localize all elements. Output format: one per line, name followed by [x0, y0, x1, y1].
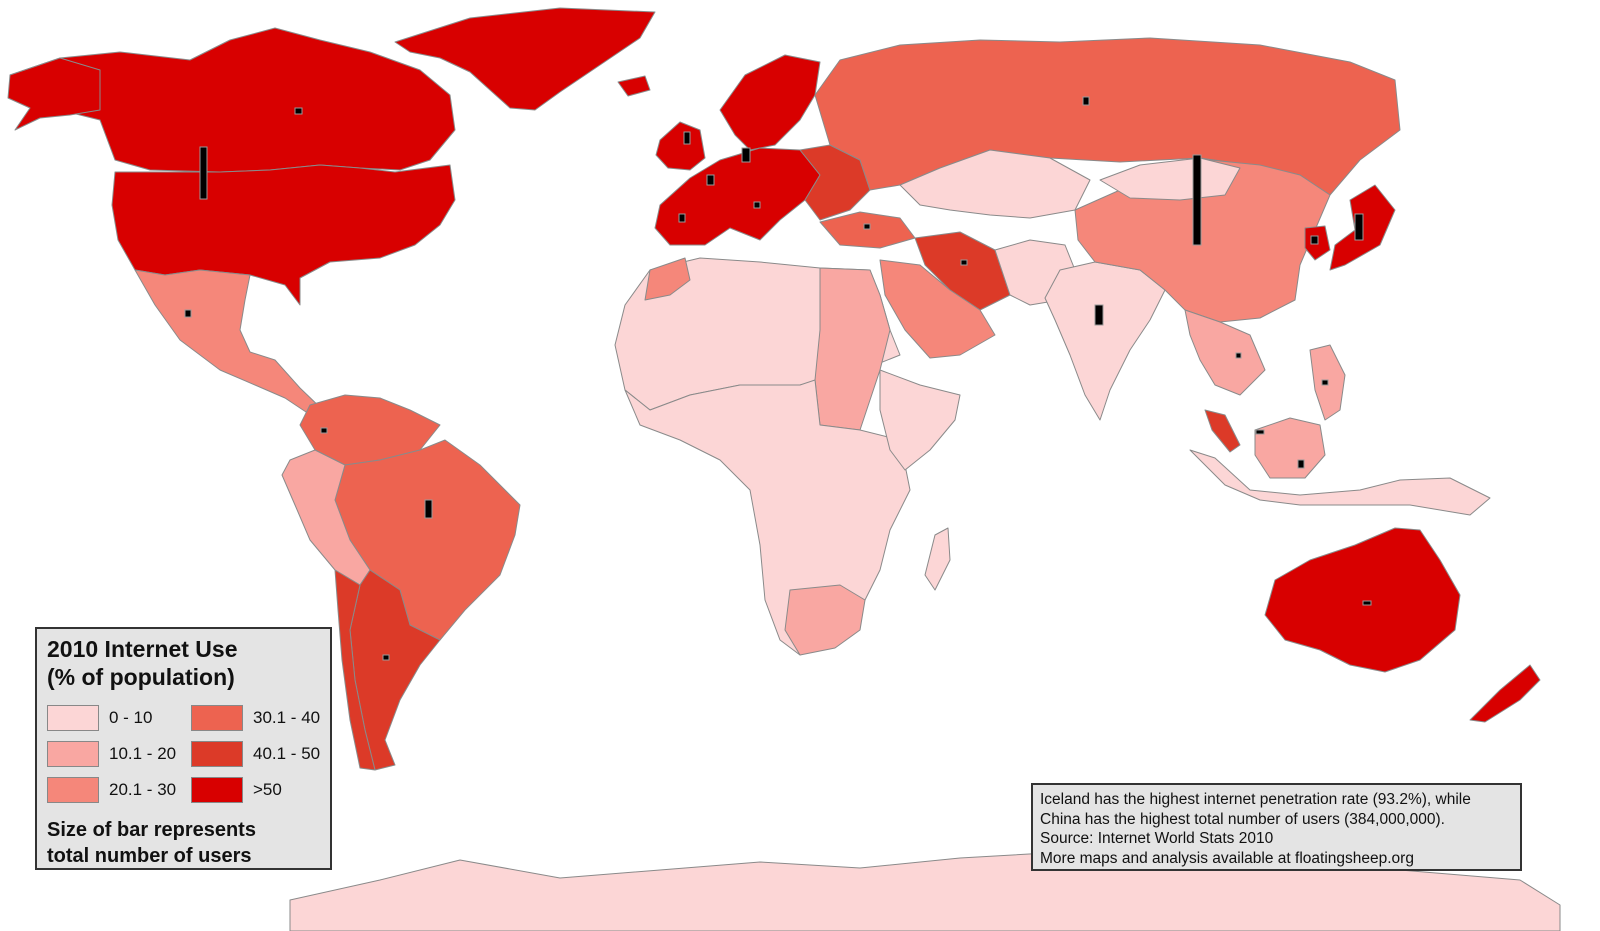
- mongolia: [1099, 157, 1241, 201]
- legend-swatch-5: [191, 777, 243, 803]
- bar-indonesia: [1297, 459, 1305, 469]
- southeast-asia: [1184, 309, 1266, 396]
- malaysia: [1204, 409, 1241, 453]
- russia: [814, 37, 1401, 196]
- iran: [914, 231, 1011, 311]
- bar-uk: [683, 131, 691, 145]
- source-line2: China has the highest total number of us…: [1040, 810, 1445, 828]
- legend-swatch-0: [47, 705, 99, 731]
- source-line3: Source: Internet World Stats 2010: [1040, 830, 1274, 847]
- australia: [1264, 527, 1461, 673]
- legend-label-5: >50: [253, 780, 282, 799]
- bar-philippines: [1321, 379, 1329, 386]
- bar-france: [706, 174, 715, 186]
- legend-classes: 0 - 10 10.1 - 20 20.1 - 30 30.1 - 40 40.…: [47, 705, 337, 809]
- bar-italy: [753, 201, 761, 209]
- legend-note: Size of bar represents total number of u…: [47, 817, 256, 869]
- legend-swatch-4: [191, 741, 243, 767]
- legend-item-4: 40.1 - 50: [191, 741, 320, 767]
- bar-malaysia: [1255, 429, 1265, 435]
- bar-korea: [1310, 235, 1319, 245]
- bar-australia: [1362, 600, 1372, 606]
- legend-label-4: 40.1 - 50: [253, 744, 321, 763]
- scandinavia: [719, 54, 821, 151]
- bar-canada: [294, 107, 303, 115]
- source-note: Iceland has the highest internet penetra…: [1031, 783, 1522, 871]
- mexico: [134, 269, 326, 419]
- chile: [334, 569, 376, 771]
- legend-title-line2: (% of population): [47, 664, 235, 690]
- new-zealand: [1469, 664, 1541, 723]
- alaska: [7, 57, 101, 131]
- india: [1044, 261, 1166, 421]
- legend-swatch-2: [47, 777, 99, 803]
- legend-label-2: 20.1 - 30: [109, 780, 177, 799]
- turkey: [819, 211, 916, 249]
- bar-mexico: [184, 309, 192, 318]
- west-central-africa: [624, 379, 911, 656]
- south-africa: [784, 584, 866, 656]
- western-europe: [654, 147, 821, 246]
- bar-brazil: [424, 499, 433, 519]
- morocco: [644, 257, 691, 301]
- bar-iran: [960, 259, 968, 266]
- bar-china: [1192, 154, 1202, 246]
- legend-title-line1: 2010 Internet Use: [47, 636, 238, 662]
- bar-germany: [741, 147, 751, 163]
- bar-india: [1094, 304, 1104, 326]
- legend-item-1: 10.1 - 20: [47, 741, 176, 767]
- legend-note-line2: total number of users: [47, 845, 252, 867]
- greenland: [394, 7, 656, 111]
- horn-of-africa: [879, 369, 961, 471]
- bar-argentina: [382, 654, 390, 661]
- source-line4: More maps and analysis available at floa…: [1040, 849, 1414, 867]
- legend-note-line1: Size of bar represents: [47, 819, 256, 841]
- iceland: [617, 75, 651, 97]
- bar-turkey: [863, 223, 871, 230]
- bar-spain: [678, 213, 686, 223]
- legend-swatch-3: [191, 705, 243, 731]
- legend-label-1: 10.1 - 20: [109, 744, 177, 763]
- source-line1: Iceland has the highest internet penetra…: [1040, 791, 1471, 808]
- egypt-sudan: [814, 267, 891, 431]
- madagascar: [924, 527, 951, 591]
- legend-item-2: 20.1 - 30: [47, 777, 176, 803]
- bar-vietnam: [1235, 352, 1242, 359]
- bar-colombia: [320, 427, 328, 434]
- legend-item-0: 0 - 10: [47, 705, 152, 731]
- bar-japan: [1354, 213, 1364, 241]
- legend-item-5: >50: [191, 777, 282, 803]
- legend-swatch-1: [47, 741, 99, 767]
- arabia: [879, 259, 996, 359]
- canada: [9, 27, 456, 173]
- indonesia: [1189, 449, 1491, 516]
- bar-russia: [1082, 96, 1090, 106]
- legend-label-3: 30.1 - 40: [253, 708, 321, 727]
- legend-item-3: 30.1 - 40: [191, 705, 320, 731]
- uk-ireland: [655, 121, 706, 171]
- legend-label-0: 0 - 10: [109, 708, 153, 727]
- borneo: [1254, 417, 1326, 479]
- map-legend: 2010 Internet Use (% of population) 0 - …: [35, 627, 332, 870]
- bar-usa: [199, 146, 208, 200]
